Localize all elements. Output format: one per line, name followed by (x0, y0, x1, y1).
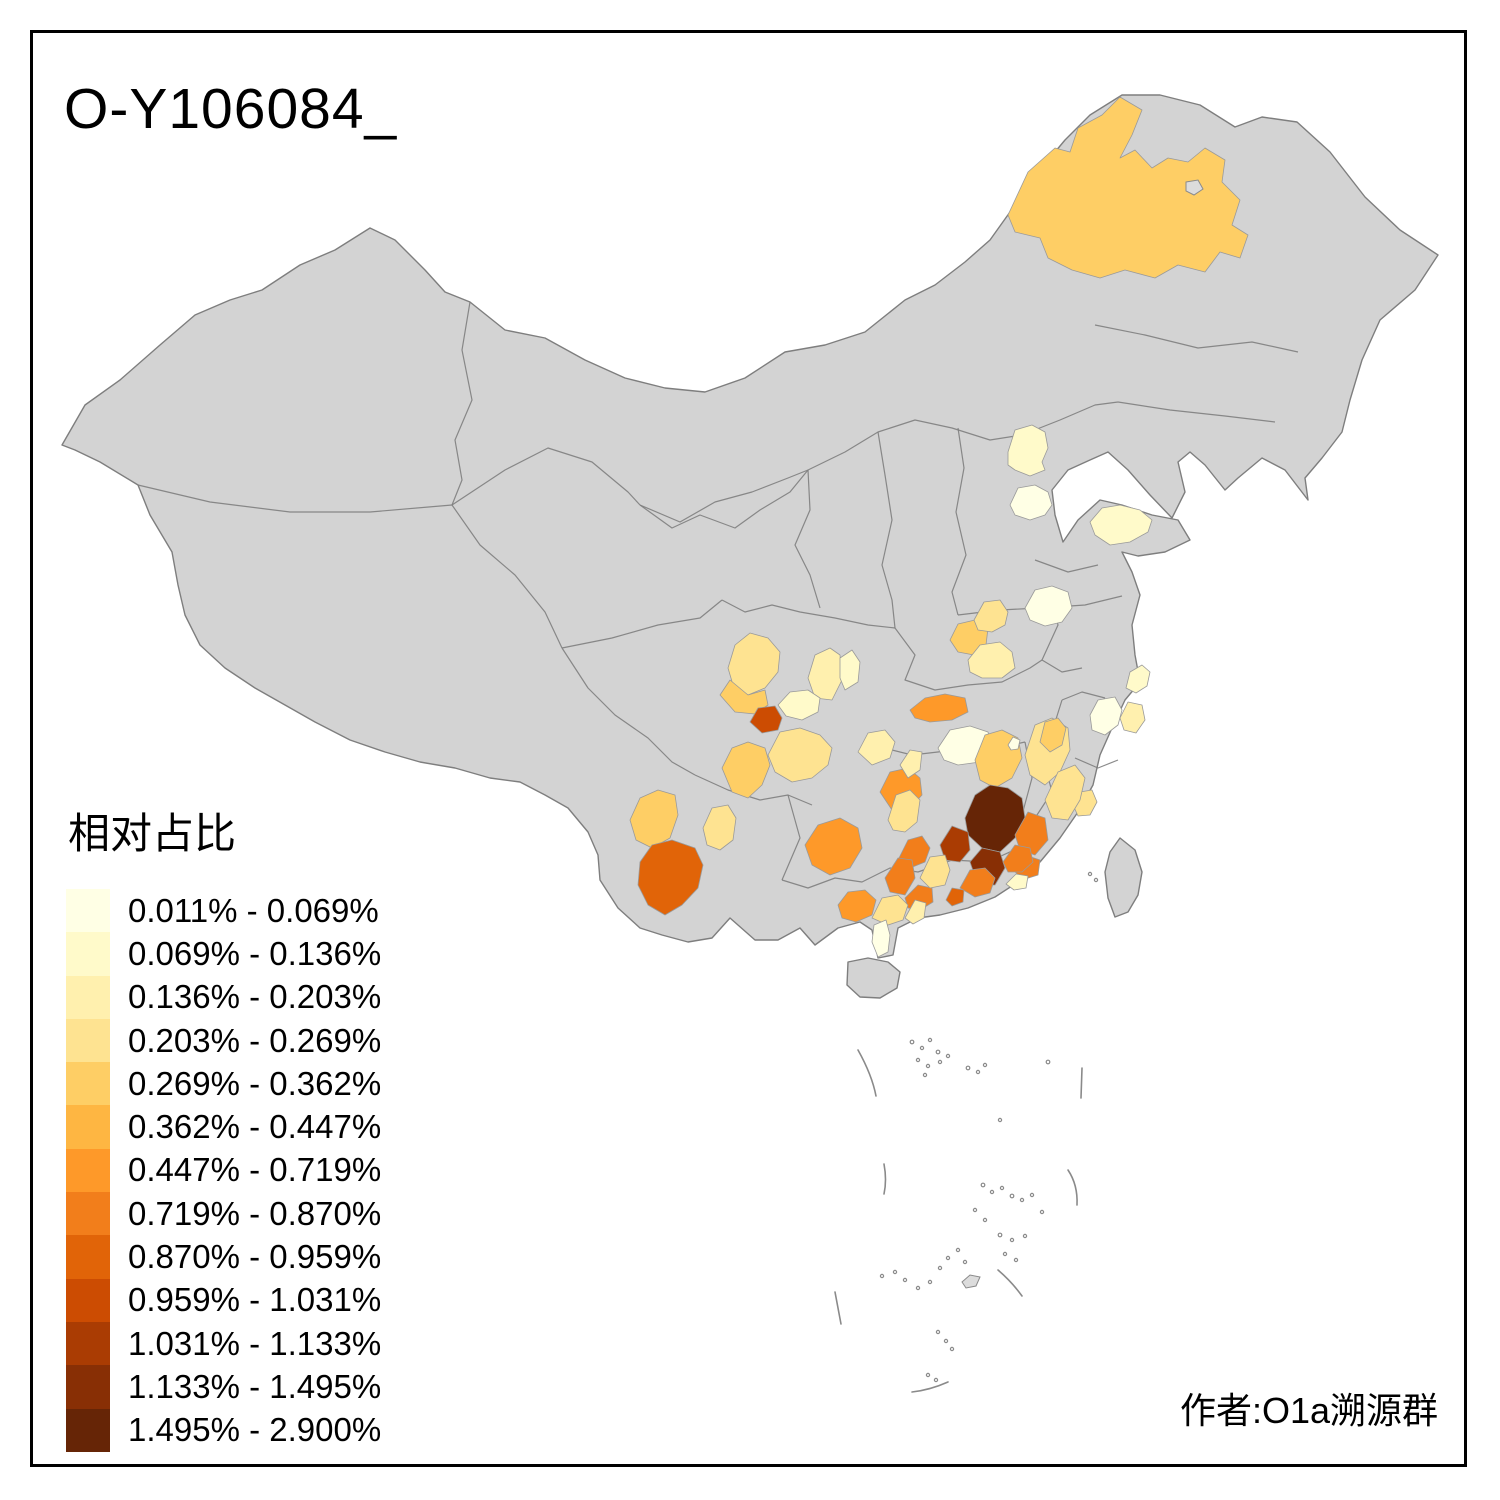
map-region-foshan (945, 887, 965, 907)
legend-row-9: 0.870% - 0.959% (66, 1235, 382, 1279)
legend-row-3: 0.136% - 0.203% (66, 975, 382, 1019)
map-region-chengdu (749, 705, 783, 734)
legend-swatch-5 (66, 1062, 110, 1106)
islet-dots (879, 871, 1099, 1383)
map-region-guangyuan (839, 649, 861, 691)
legend-label-5: 0.269% - 0.362% (128, 1064, 382, 1102)
map-region-yangjiang (904, 899, 927, 925)
map-region-panzhihua (702, 804, 737, 851)
legend-row-5: 0.269% - 0.362% (66, 1062, 382, 1106)
map-region-shanghai (1125, 664, 1151, 694)
legend-row-12: 1.133% - 1.495% (66, 1365, 382, 1409)
map-legend: 相对占比 0.011% - 0.069% 0.069% - 0.136% 0.136… (66, 800, 381, 1452)
map-region-daxinganling (1007, 96, 1249, 279)
legend-row-7: 0.447% - 0.719% (66, 1148, 382, 1193)
legend-row-1: 0.011% - 0.069% (66, 889, 381, 933)
legend-label-2: 0.069% - 0.136% (128, 934, 382, 972)
legend-swatch-2 (66, 932, 110, 976)
islet-shape (961, 1274, 981, 1289)
map-enclave-gray (1185, 179, 1204, 196)
map-region-shangrao (1039, 717, 1067, 753)
map-region-beijing (1007, 424, 1049, 477)
map-region-fujian-coast (1044, 764, 1086, 821)
map-region-jieyang (1002, 844, 1034, 873)
province-borders (137, 301, 1299, 889)
legend-title: 相对占比 (68, 810, 237, 857)
legend-swatch-11 (66, 1321, 110, 1366)
map-region-jiaodong (1089, 504, 1153, 546)
legend-row-2: 0.069% - 0.136% (66, 932, 382, 976)
legend-swatch-10 (66, 1278, 110, 1322)
map-region-guiyang (804, 817, 863, 876)
author-credit: 作者:O1a溯源群 (1179, 1390, 1438, 1431)
map-region-linyi (1024, 585, 1073, 627)
legend-label-4: 0.203% - 0.269% (128, 1021, 382, 1059)
map-region-guangzhou (959, 867, 996, 898)
legend-swatch-9 (66, 1235, 110, 1279)
map-region-xiangyang (909, 693, 969, 723)
map-region-qingyuan (919, 854, 951, 889)
mainland-outline (61, 94, 1439, 999)
legend-swatch-13 (66, 1408, 110, 1452)
map-region-zhejiang-east (1119, 701, 1146, 734)
legend-label-3: 0.136% - 0.203% (128, 978, 382, 1016)
legend-label-11: 1.031% - 1.133% (128, 1324, 382, 1362)
legend-row-11: 1.031% - 1.133% (66, 1321, 382, 1366)
legend-swatch-7 (66, 1148, 110, 1193)
legend-swatch-3 (66, 975, 110, 1019)
map-region-puer (637, 839, 704, 916)
colored-regions (629, 96, 1249, 958)
page-title: O-Y106084_ (64, 77, 398, 141)
legend-swatch-4 (66, 1018, 110, 1063)
legend-row-6: 0.362% - 0.447% (66, 1105, 382, 1149)
map-region-chongqing-west (777, 689, 821, 721)
map-region-maoming (871, 894, 909, 926)
map-region-dali (629, 789, 679, 849)
legend-row-13: 1.495% - 2.900% (66, 1408, 382, 1452)
map-region-luzhou (721, 741, 771, 799)
legend-row-10: 0.959% - 1.031% (66, 1278, 382, 1322)
legend-label-9: 0.870% - 0.959% (128, 1238, 382, 1276)
map-region-zhanjiang (871, 919, 891, 958)
legend-rows: 0.011% - 0.069% 0.069% - 0.136% 0.136% - 0… (66, 889, 381, 1452)
china-landmass (61, 94, 1439, 959)
map-region-zhengzhou (973, 599, 1009, 633)
map-region-huaihua (887, 789, 921, 833)
legend-label-10: 0.959% - 1.031% (128, 1281, 382, 1319)
map-region-yulin-guangxi (837, 889, 877, 923)
legend-label-7: 0.447% - 0.719% (128, 1151, 382, 1189)
taiwan-island (1104, 837, 1143, 918)
legend-row-4: 0.203% - 0.269% (66, 1018, 382, 1063)
legend-swatch-8 (66, 1192, 110, 1236)
map-region-deyang (719, 679, 769, 715)
map-region-jiujiang-small (1007, 736, 1021, 751)
legend-label-8: 0.719% - 0.870% (128, 1194, 382, 1232)
map-region-hunan-mid (899, 749, 923, 779)
legend-label-6: 0.362% - 0.447% (128, 1108, 382, 1146)
map-region-enshi (857, 729, 896, 766)
legend-label-13: 1.495% - 2.900% (128, 1411, 382, 1449)
legend-row-8: 0.719% - 0.870% (66, 1192, 382, 1236)
map-region-nanyang (967, 641, 1016, 679)
legend-swatch-1 (66, 889, 110, 933)
map-region-wuzhou (884, 857, 916, 896)
map-region-neijiang (767, 727, 833, 783)
legend-swatch-6 (66, 1105, 110, 1149)
hainan-island (846, 957, 901, 999)
map-region-shantou (1005, 873, 1029, 891)
map-region-langfang (1009, 484, 1053, 521)
legend-label-1: 0.011% - 0.069% (128, 891, 379, 929)
legend-swatch-12 (66, 1365, 110, 1409)
legend-label-12: 1.133% - 1.495% (128, 1367, 382, 1405)
south-china-sea-marks (834, 871, 1099, 1393)
